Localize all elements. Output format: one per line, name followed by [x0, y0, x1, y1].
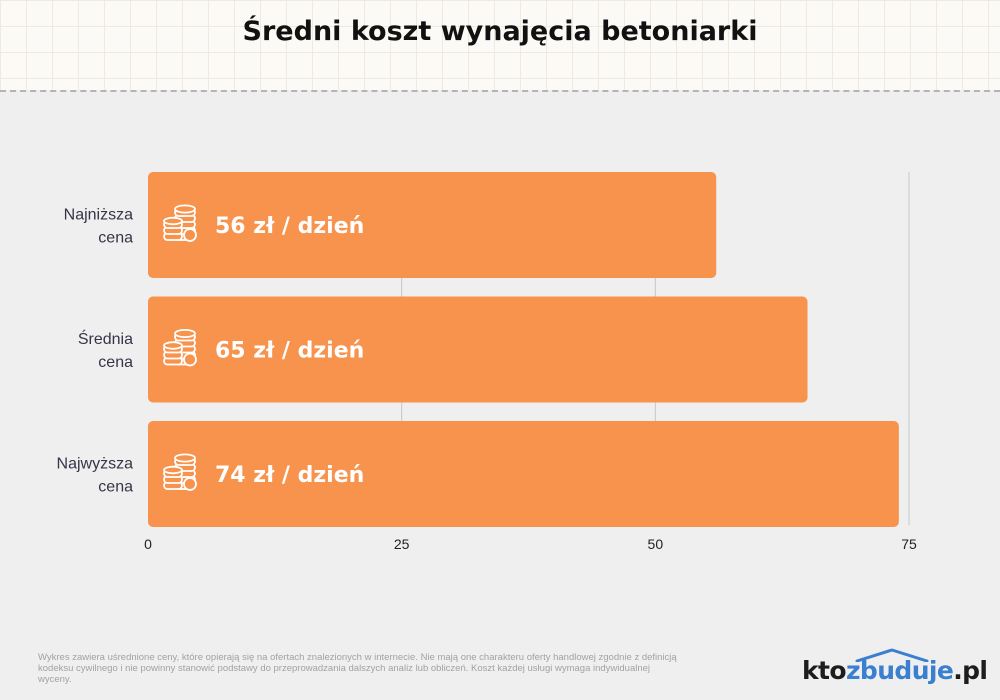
- logo-text-pl: .pl: [953, 656, 988, 685]
- chart-title: Średni koszt wynajęcia betoniarki: [242, 16, 758, 47]
- category-label: Najwyższa: [57, 456, 134, 473]
- category-label: cena: [98, 354, 133, 371]
- coins-icon: [163, 453, 197, 491]
- category-label: Najniższa: [64, 207, 133, 224]
- coins-icon: [163, 328, 197, 367]
- x-tick-label: 75: [901, 536, 917, 552]
- category-labels: Najniższa cena Średnia cena Najwyższa cena: [57, 207, 134, 496]
- x-axis-ticks: 0 25 50 75: [144, 536, 917, 552]
- category-label: cena: [98, 479, 133, 496]
- category-label: cena: [98, 230, 133, 247]
- bar-2: [148, 421, 899, 527]
- x-tick-label: 25: [394, 536, 410, 552]
- house-roof-icon: [855, 648, 929, 662]
- brand-logo[interactable]: ktozbuduje.pl: [802, 648, 988, 690]
- bar-1: [148, 296, 808, 403]
- coins-icon: [163, 204, 197, 242]
- logo-text-zbuduje: zbuduje: [845, 656, 954, 685]
- footnote: Wykres zawiera uśrednione ceny, które op…: [38, 652, 677, 685]
- logo-text-kto: kto: [802, 656, 847, 685]
- dashed-divider: [0, 90, 1000, 92]
- x-tick-label: 50: [648, 536, 664, 552]
- bar-0: [148, 172, 717, 278]
- bars: 56 zł / dzień 65 zł / dzień 74 zł / dzień: [148, 172, 899, 527]
- category-label: Średnia: [78, 329, 133, 348]
- header-grid-background: Średni koszt wynajęcia betoniarki: [0, 0, 1000, 90]
- bar-value-label: 65 zł / dzień: [215, 339, 364, 364]
- bar-value-label: 56 zł / dzień: [215, 214, 364, 239]
- bar-value-label: 74 zł / dzień: [215, 463, 364, 488]
- x-tick-label: 0: [144, 536, 152, 552]
